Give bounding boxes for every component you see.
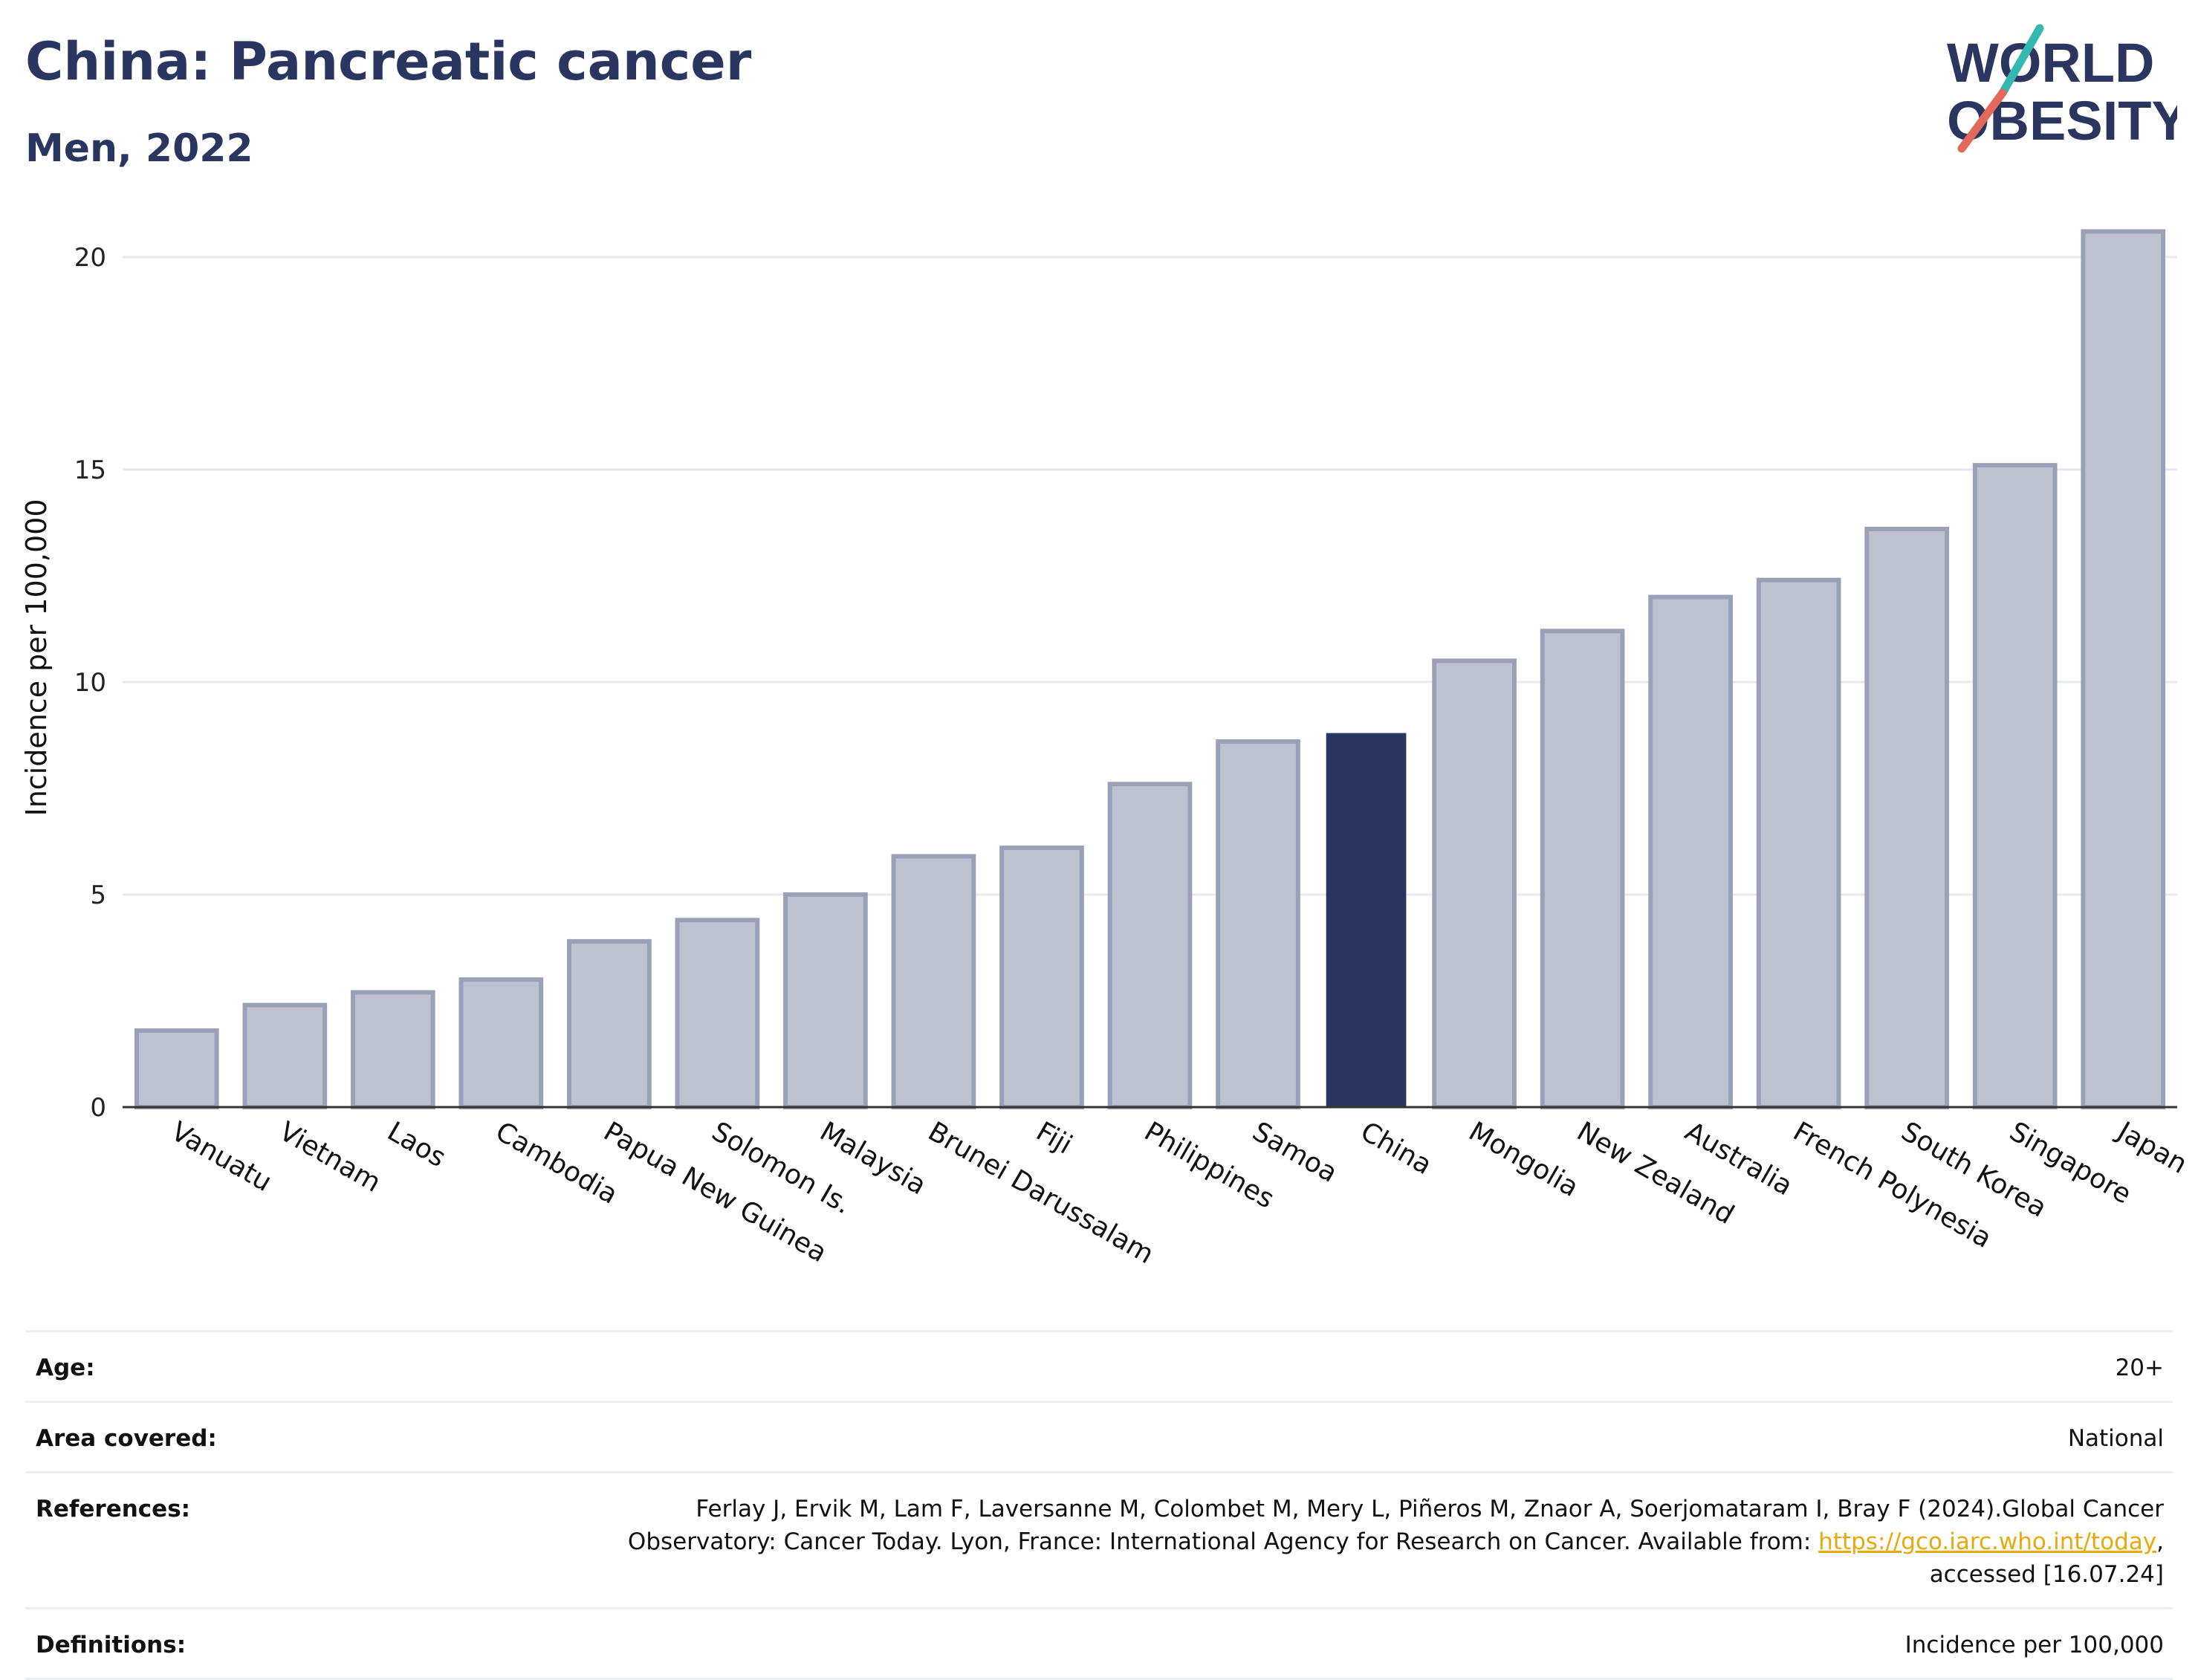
info-value-age: 20+ xyxy=(2115,1355,2164,1381)
info-label-definitions: Definitions: xyxy=(36,1632,187,1658)
info-value-definitions: Incidence per 100,000 xyxy=(1904,1632,2164,1658)
bars xyxy=(134,229,2166,1110)
bar-laos xyxy=(350,990,435,1110)
bar-new-zealand xyxy=(1540,629,1625,1109)
x-tick-label-vietnam: Vietnam xyxy=(274,1116,386,1199)
info-table: Age: 20+ Area covered: National Referenc… xyxy=(25,1330,2173,1680)
info-row-area: Area covered: National xyxy=(25,1401,2173,1471)
logo-slash-teal xyxy=(1998,24,2044,97)
bar-japan xyxy=(2081,229,2166,1109)
bar-vanuatu xyxy=(134,1028,219,1110)
bar-philippines xyxy=(1107,782,1193,1110)
y-axis-label: Incidence per 100,000 xyxy=(20,499,53,816)
bar-south-korea xyxy=(1864,526,1950,1109)
info-label-age: Age: xyxy=(36,1355,95,1381)
reference-text: Ferlay J, Ervik M, Lam F, Laversanne M, … xyxy=(627,1496,2164,1555)
bar-malaysia xyxy=(783,892,868,1109)
reference-link[interactable]: https://gco.iarc.who.int/today xyxy=(1818,1528,2157,1555)
info-label-references: References: xyxy=(36,1496,191,1522)
x-tick-label-japan: Japan xyxy=(2111,1115,2192,1180)
y-tick-label-15: 15 xyxy=(74,455,106,485)
y-axis-ticks: 0 5 10 15 20 xyxy=(74,243,106,1123)
bar-french-polynesia xyxy=(1756,577,1841,1109)
world-obesity-logo: WORLD OBESITY xyxy=(1947,24,2177,153)
info-value-area: National xyxy=(2067,1425,2164,1452)
info-value-references: Ferlay J, Ervik M, Lam F, Laversanne M, … xyxy=(566,1493,2164,1591)
bar-china xyxy=(1326,733,1407,1107)
bar-fiji xyxy=(999,846,1084,1110)
x-tick-label-china: China xyxy=(1355,1116,1437,1181)
x-tick-label-cambodia: Cambodia xyxy=(490,1116,623,1210)
bar-solomon-is xyxy=(675,918,760,1109)
bar-australia xyxy=(1648,594,1733,1109)
bar-samoa xyxy=(1216,739,1300,1109)
x-tick-label-vanuatu: Vanuatu xyxy=(166,1116,276,1198)
logo-slash-coral xyxy=(1957,88,2007,153)
bar-vietnam xyxy=(242,1002,328,1109)
bar-brunei-darussalam xyxy=(891,854,976,1109)
info-row-references: References: Ferlay J, Ervik M, Lam F, La… xyxy=(25,1471,2173,1607)
x-tick-label-fiji: Fiji xyxy=(1031,1116,1077,1161)
chart-title: China: Pancreatic cancer xyxy=(25,31,752,92)
y-tick-label-5: 5 xyxy=(90,880,106,910)
logo-text-world: WORLD xyxy=(1947,32,2155,94)
chart-subtitle: Men, 2022 xyxy=(25,126,253,171)
bar-singapore xyxy=(1972,463,2058,1109)
info-label-area: Area covered: xyxy=(36,1425,217,1452)
info-row-definitions: Definitions: Incidence per 100,000 xyxy=(25,1607,2173,1680)
y-tick-label-20: 20 xyxy=(74,243,106,273)
bar-cambodia xyxy=(458,977,544,1109)
y-tick-label-0: 0 xyxy=(90,1093,106,1123)
x-tick-label-mongolia: Mongolia xyxy=(1464,1116,1584,1203)
info-row-age: Age: 20+ xyxy=(25,1330,2173,1401)
bar-mongolia xyxy=(1432,658,1517,1109)
x-tick-label-french-polynesia: French Polynesia xyxy=(1788,1116,1997,1254)
y-tick-label-10: 10 xyxy=(74,668,106,698)
bar-papua-new-guinea xyxy=(567,938,652,1109)
x-tick-label-laos: Laos xyxy=(382,1116,450,1173)
reference-accessed: , accessed [16.07.24] xyxy=(1929,1528,2164,1588)
